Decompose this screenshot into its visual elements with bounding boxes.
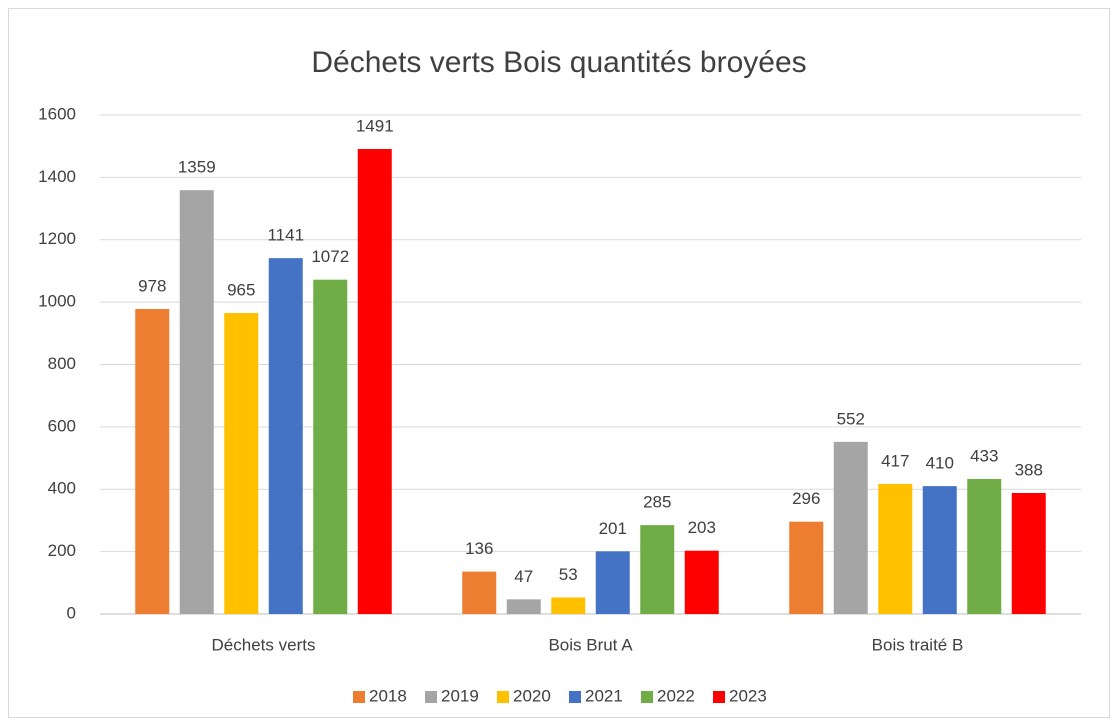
x-tick-label: Bois Brut A	[548, 635, 633, 654]
bar	[640, 525, 675, 614]
data-label: 47	[514, 567, 533, 586]
bar	[506, 599, 541, 614]
data-label: 1359	[178, 158, 216, 177]
bar	[595, 551, 630, 614]
legend-label: 2020	[513, 686, 551, 705]
legend-swatch	[713, 691, 725, 703]
bar	[967, 478, 1002, 614]
data-label: 53	[559, 565, 578, 584]
bar	[357, 148, 392, 614]
y-tick-label: 200	[48, 541, 76, 560]
y-tick-label: 800	[48, 354, 76, 373]
data-label: 417	[881, 451, 909, 470]
legend-label: 2018	[369, 686, 407, 705]
data-label: 410	[926, 454, 954, 473]
bar	[313, 279, 348, 614]
data-label: 136	[465, 539, 493, 558]
data-label: 978	[138, 276, 166, 295]
legend-swatch	[641, 691, 653, 703]
legend-label: 2022	[657, 686, 695, 705]
data-label: 552	[837, 409, 865, 428]
data-label: 1072	[311, 247, 349, 266]
chart-title: Déchets verts Bois quantités broyées	[311, 46, 806, 79]
bar	[268, 258, 303, 614]
legend-label: 2023	[729, 686, 767, 705]
x-tick-label: Déchets verts	[212, 635, 316, 654]
bar	[684, 550, 719, 614]
data-label: 1141	[267, 226, 304, 245]
bar	[135, 308, 170, 614]
data-label: 1491	[356, 116, 394, 135]
data-label: 388	[1015, 460, 1043, 479]
data-label: 285	[643, 493, 671, 512]
bar	[789, 521, 824, 614]
bar	[922, 486, 957, 614]
y-tick-label: 0	[67, 603, 76, 622]
bar	[1011, 492, 1046, 614]
legend-swatch	[353, 691, 365, 703]
legend-swatch	[569, 691, 581, 703]
data-label: 201	[599, 519, 627, 538]
y-tick-label: 1000	[38, 292, 76, 311]
bar	[551, 597, 586, 614]
y-tick-label: 400	[48, 479, 76, 498]
legend-swatch	[497, 691, 509, 703]
y-tick-label: 1600	[38, 104, 76, 123]
data-label: 433	[970, 446, 998, 465]
x-tick-label: Bois traité B	[872, 635, 964, 654]
y-tick-label: 1200	[38, 229, 76, 248]
legend-label: 2019	[441, 686, 479, 705]
bar	[462, 571, 497, 614]
bar	[179, 190, 214, 615]
y-tick-label: 600	[48, 416, 76, 435]
bar	[878, 483, 913, 614]
legend-swatch	[425, 691, 437, 703]
data-label: 203	[688, 518, 716, 537]
legend-label: 2021	[585, 686, 623, 705]
data-label: 965	[227, 281, 255, 300]
y-tick-label: 1400	[38, 167, 76, 186]
bar	[833, 441, 868, 614]
data-label: 296	[792, 489, 820, 508]
bar	[224, 313, 259, 614]
